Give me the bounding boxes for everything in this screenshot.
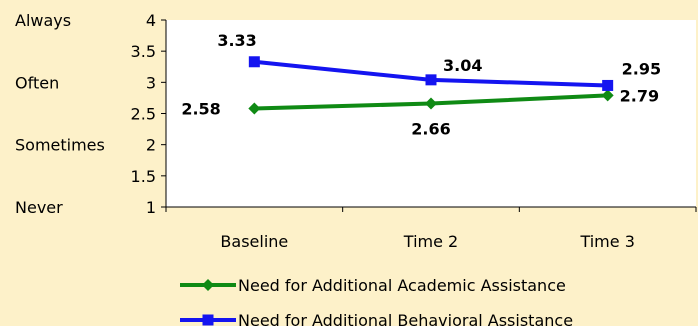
- data-label: 3.04: [443, 56, 482, 75]
- y-category-label: Often: [15, 73, 59, 92]
- series-1-point: [248, 102, 261, 115]
- data-label: 2.58: [181, 100, 220, 119]
- legend-label-1: Need for Additional Academic Assistance: [238, 276, 566, 295]
- y-tick-label: 3.5: [131, 42, 156, 61]
- y-category-label: Never: [15, 198, 63, 217]
- series-2-point: [248, 56, 260, 68]
- series-1-point: [425, 97, 437, 110]
- legend-label-2: Need for Additional Behavioral Assistanc…: [238, 311, 573, 326]
- y-category-label: Sometimes: [15, 136, 105, 155]
- data-label: 3.33: [217, 31, 256, 50]
- y-tick-label: 4: [146, 11, 156, 30]
- y-tick-label: 2: [146, 136, 156, 155]
- y-category-label: Always: [15, 11, 71, 30]
- legend-marker-2: [202, 314, 214, 326]
- data-label: 2.95: [622, 59, 661, 78]
- x-category-label: Time 2: [403, 232, 458, 251]
- series-2-point: [602, 79, 614, 91]
- data-label: 2.66: [411, 120, 450, 139]
- data-label: 2.79: [620, 86, 659, 105]
- legend-marker-1: [202, 279, 214, 291]
- x-category-label: Baseline: [220, 232, 288, 251]
- y-tick-label: 2.5: [131, 105, 156, 124]
- series-1-point: [601, 89, 614, 102]
- y-tick-label: 3: [146, 73, 156, 92]
- series-2-point: [425, 74, 437, 86]
- x-category-label: Time 3: [579, 232, 634, 251]
- y-tick-label: 1.5: [131, 167, 156, 186]
- y-tick-label: 1: [146, 198, 156, 217]
